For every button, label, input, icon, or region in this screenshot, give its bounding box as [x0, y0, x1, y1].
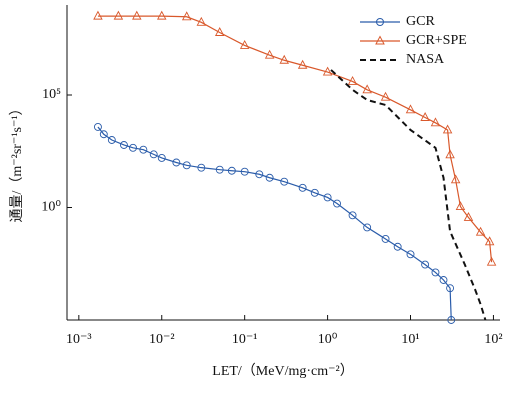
marker — [196, 16, 207, 26]
marker — [322, 66, 333, 76]
series-line — [330, 69, 487, 321]
marker — [475, 226, 486, 236]
marker — [93, 10, 103, 20]
legend-marker — [375, 35, 385, 45]
marker — [445, 149, 455, 159]
marker — [484, 236, 495, 246]
marker — [362, 84, 372, 94]
marker — [149, 150, 158, 159]
marker — [405, 104, 416, 114]
marker — [333, 199, 341, 208]
x-tick-label: 10¹ — [401, 332, 419, 347]
legend-label: GCR — [406, 14, 435, 29]
x-axis-label: LET/（MeV/mg·cm⁻²） — [212, 363, 353, 379]
legend-marker — [376, 18, 384, 26]
marker — [132, 10, 142, 20]
y-tick-label: 10⁰ — [41, 200, 61, 215]
marker — [265, 173, 274, 182]
marker — [450, 174, 461, 184]
marker — [363, 223, 372, 232]
marker — [447, 316, 456, 324]
series-line — [97, 126, 452, 321]
marker — [310, 188, 319, 197]
legend-label: NASA — [406, 52, 445, 67]
marker — [240, 167, 249, 176]
y-axis-label: 通量/（m⁻²sr⁻¹s⁻¹） — [9, 101, 25, 222]
marker — [181, 11, 192, 21]
marker — [420, 112, 430, 121]
marker — [463, 212, 474, 221]
marker — [239, 39, 250, 49]
marker — [107, 136, 116, 144]
marker — [406, 250, 415, 259]
marker — [431, 268, 440, 277]
marker — [381, 235, 390, 243]
marker — [323, 193, 332, 202]
marker — [182, 161, 191, 170]
marker — [264, 49, 275, 59]
marker — [430, 117, 441, 127]
marker — [348, 211, 357, 220]
marker — [215, 165, 224, 174]
legend-label: GCR+SPE — [406, 33, 467, 48]
marker — [347, 75, 358, 85]
marker — [139, 145, 148, 154]
marker — [380, 91, 391, 101]
marker — [421, 260, 430, 269]
marker — [298, 183, 307, 192]
marker — [486, 256, 497, 266]
marker — [439, 276, 448, 284]
marker — [280, 177, 289, 186]
marker — [157, 153, 166, 162]
marker — [129, 143, 137, 152]
marker — [255, 170, 264, 179]
x-tick-label: 10⁻² — [149, 332, 175, 347]
marker — [393, 242, 402, 251]
marker — [197, 163, 206, 172]
x-tick-label: 10⁻¹ — [232, 332, 258, 347]
marker — [214, 27, 225, 36]
marker — [172, 158, 181, 167]
marker — [297, 59, 308, 69]
marker — [99, 130, 108, 139]
x-tick-label: 10² — [484, 332, 502, 347]
x-tick-label: 10⁻³ — [66, 332, 92, 347]
y-tick-label: 10⁵ — [42, 87, 61, 102]
marker — [119, 141, 128, 149]
marker — [442, 124, 453, 134]
marker — [455, 201, 466, 211]
marker — [113, 10, 124, 20]
x-tick-label: 10⁰ — [318, 332, 338, 347]
marker — [446, 284, 455, 293]
marker — [279, 54, 289, 64]
marker — [227, 166, 236, 175]
marker — [93, 123, 102, 131]
marker — [157, 10, 167, 20]
